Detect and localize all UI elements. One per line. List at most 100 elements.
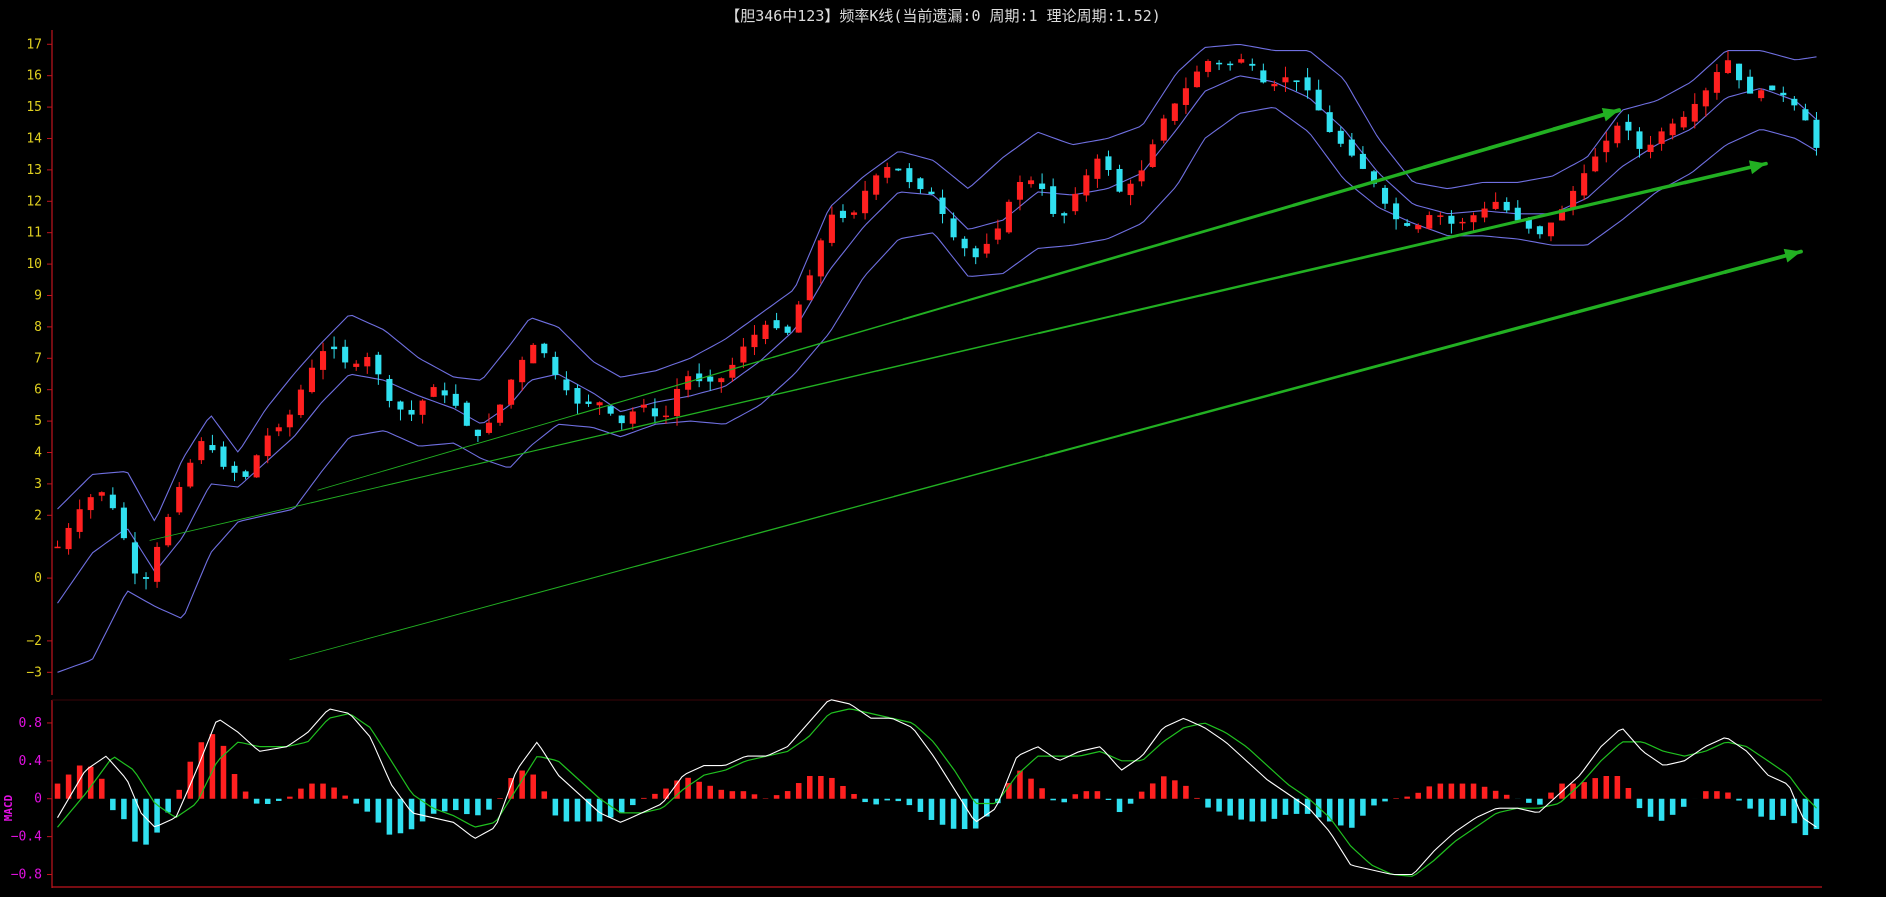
candle-down: [1249, 63, 1256, 66]
price-y-tick-label: 5: [34, 414, 42, 429]
trend-line-segment: [591, 557, 669, 579]
trend-line-segment: [893, 475, 971, 498]
candle-down: [397, 401, 404, 410]
candle-up: [1083, 175, 1090, 196]
candle-down: [1791, 98, 1798, 106]
candle-up: [862, 190, 869, 214]
candle-down: [408, 409, 415, 415]
band-lower-line: [57, 107, 1817, 673]
candle-up: [1027, 180, 1035, 185]
candle-down: [1216, 62, 1223, 65]
price-y-tick-label: 17: [26, 37, 42, 52]
candle-down: [1625, 121, 1632, 131]
candle-up: [994, 228, 1001, 240]
trend-line-segment: [577, 394, 644, 415]
price-y-tick-label: −2: [26, 634, 42, 649]
candlestick-series: [54, 50, 1820, 590]
candle-up: [685, 376, 692, 390]
candle-up: [1160, 118, 1167, 141]
candle-up: [1271, 83, 1278, 87]
trend-line-segment: [1097, 241, 1165, 264]
candle-up: [1193, 71, 1201, 88]
candle-down: [1370, 171, 1378, 184]
price-y-tick-label: 4: [34, 445, 42, 460]
candle-up: [1282, 77, 1289, 83]
trend-line-segment: [1037, 313, 1121, 335]
candle-down: [131, 542, 139, 574]
candle-up: [530, 344, 537, 364]
candle-down: [784, 326, 791, 333]
trend-arrow-head: [1748, 160, 1766, 175]
candle-up: [1470, 215, 1477, 223]
candle-up: [1647, 144, 1654, 153]
candle-up: [1592, 156, 1599, 172]
bollinger-bands: [57, 43, 1817, 673]
macd-panel: 0.8 0.4 0 −0.4 −0.8 MACD: [2, 699, 1822, 888]
candle-up: [873, 175, 880, 195]
candle-up: [718, 378, 725, 383]
candle-up: [198, 441, 205, 461]
price-y-tick-label: 13: [26, 163, 42, 178]
trend-line-segment: [634, 407, 717, 428]
trend-line-segment: [957, 332, 1040, 353]
candle-down: [707, 376, 714, 382]
candle-down: [1293, 80, 1300, 83]
candle-down: [906, 168, 913, 183]
candle-down: [1404, 223, 1411, 226]
candle-up: [496, 404, 504, 423]
candle-down: [1769, 85, 1776, 91]
macd-y-tick-label: 0.8: [19, 716, 42, 731]
price-y-tick-label: 10: [26, 257, 42, 272]
candle-up: [154, 546, 161, 582]
candle-down: [1525, 218, 1532, 229]
trend-line-segment: [1360, 237, 1445, 260]
candle-down: [386, 378, 393, 401]
trend-line-segment: [317, 470, 384, 491]
trend-line-segment: [1421, 331, 1501, 356]
price-y-tick-label: 7: [34, 351, 42, 366]
candle-up: [353, 363, 360, 367]
candle-down: [120, 507, 127, 539]
candle-up: [1680, 116, 1687, 128]
trend-line-segment: [1648, 270, 1728, 295]
candle-up: [817, 240, 824, 277]
candle-up: [364, 357, 371, 367]
trend-line-segment: [553, 426, 636, 447]
trend-line-segment: [714, 389, 798, 410]
candle-down: [1116, 168, 1123, 192]
candle-up: [1713, 72, 1720, 93]
candle-down: [1381, 187, 1389, 204]
candle-down: [1326, 112, 1333, 133]
trend-line-segment: [1227, 203, 1296, 226]
candle-up: [176, 486, 183, 513]
candle-up: [319, 351, 327, 370]
trend-line-segment: [837, 318, 905, 339]
candle-down: [574, 388, 581, 404]
candle-up: [1072, 193, 1079, 212]
candle-down: [209, 445, 216, 451]
candle-up: [1182, 88, 1189, 105]
trend-line-segment: [311, 483, 393, 504]
band-mid-line: [57, 75, 1817, 604]
candle-up: [806, 275, 813, 301]
candle-down: [651, 408, 658, 417]
candle-down: [839, 210, 847, 218]
trend-line-segment: [1522, 199, 1607, 222]
candle-up: [828, 214, 835, 243]
candle-up: [983, 243, 990, 254]
candle-down: [1802, 109, 1809, 121]
trend-line-segment: [512, 413, 579, 434]
candle-up: [1426, 215, 1433, 229]
trend-line-segment: [876, 351, 959, 372]
candle-down: [950, 218, 957, 238]
candle-up: [1481, 208, 1488, 218]
candle-down: [1050, 186, 1057, 214]
trend-line-segment: [1497, 311, 1576, 335]
price-y-tick-label: 8: [34, 320, 42, 335]
candle-up: [1581, 173, 1588, 196]
candle-down: [1536, 226, 1543, 235]
trend-line-segment: [1441, 218, 1526, 241]
candle-down: [109, 494, 116, 509]
